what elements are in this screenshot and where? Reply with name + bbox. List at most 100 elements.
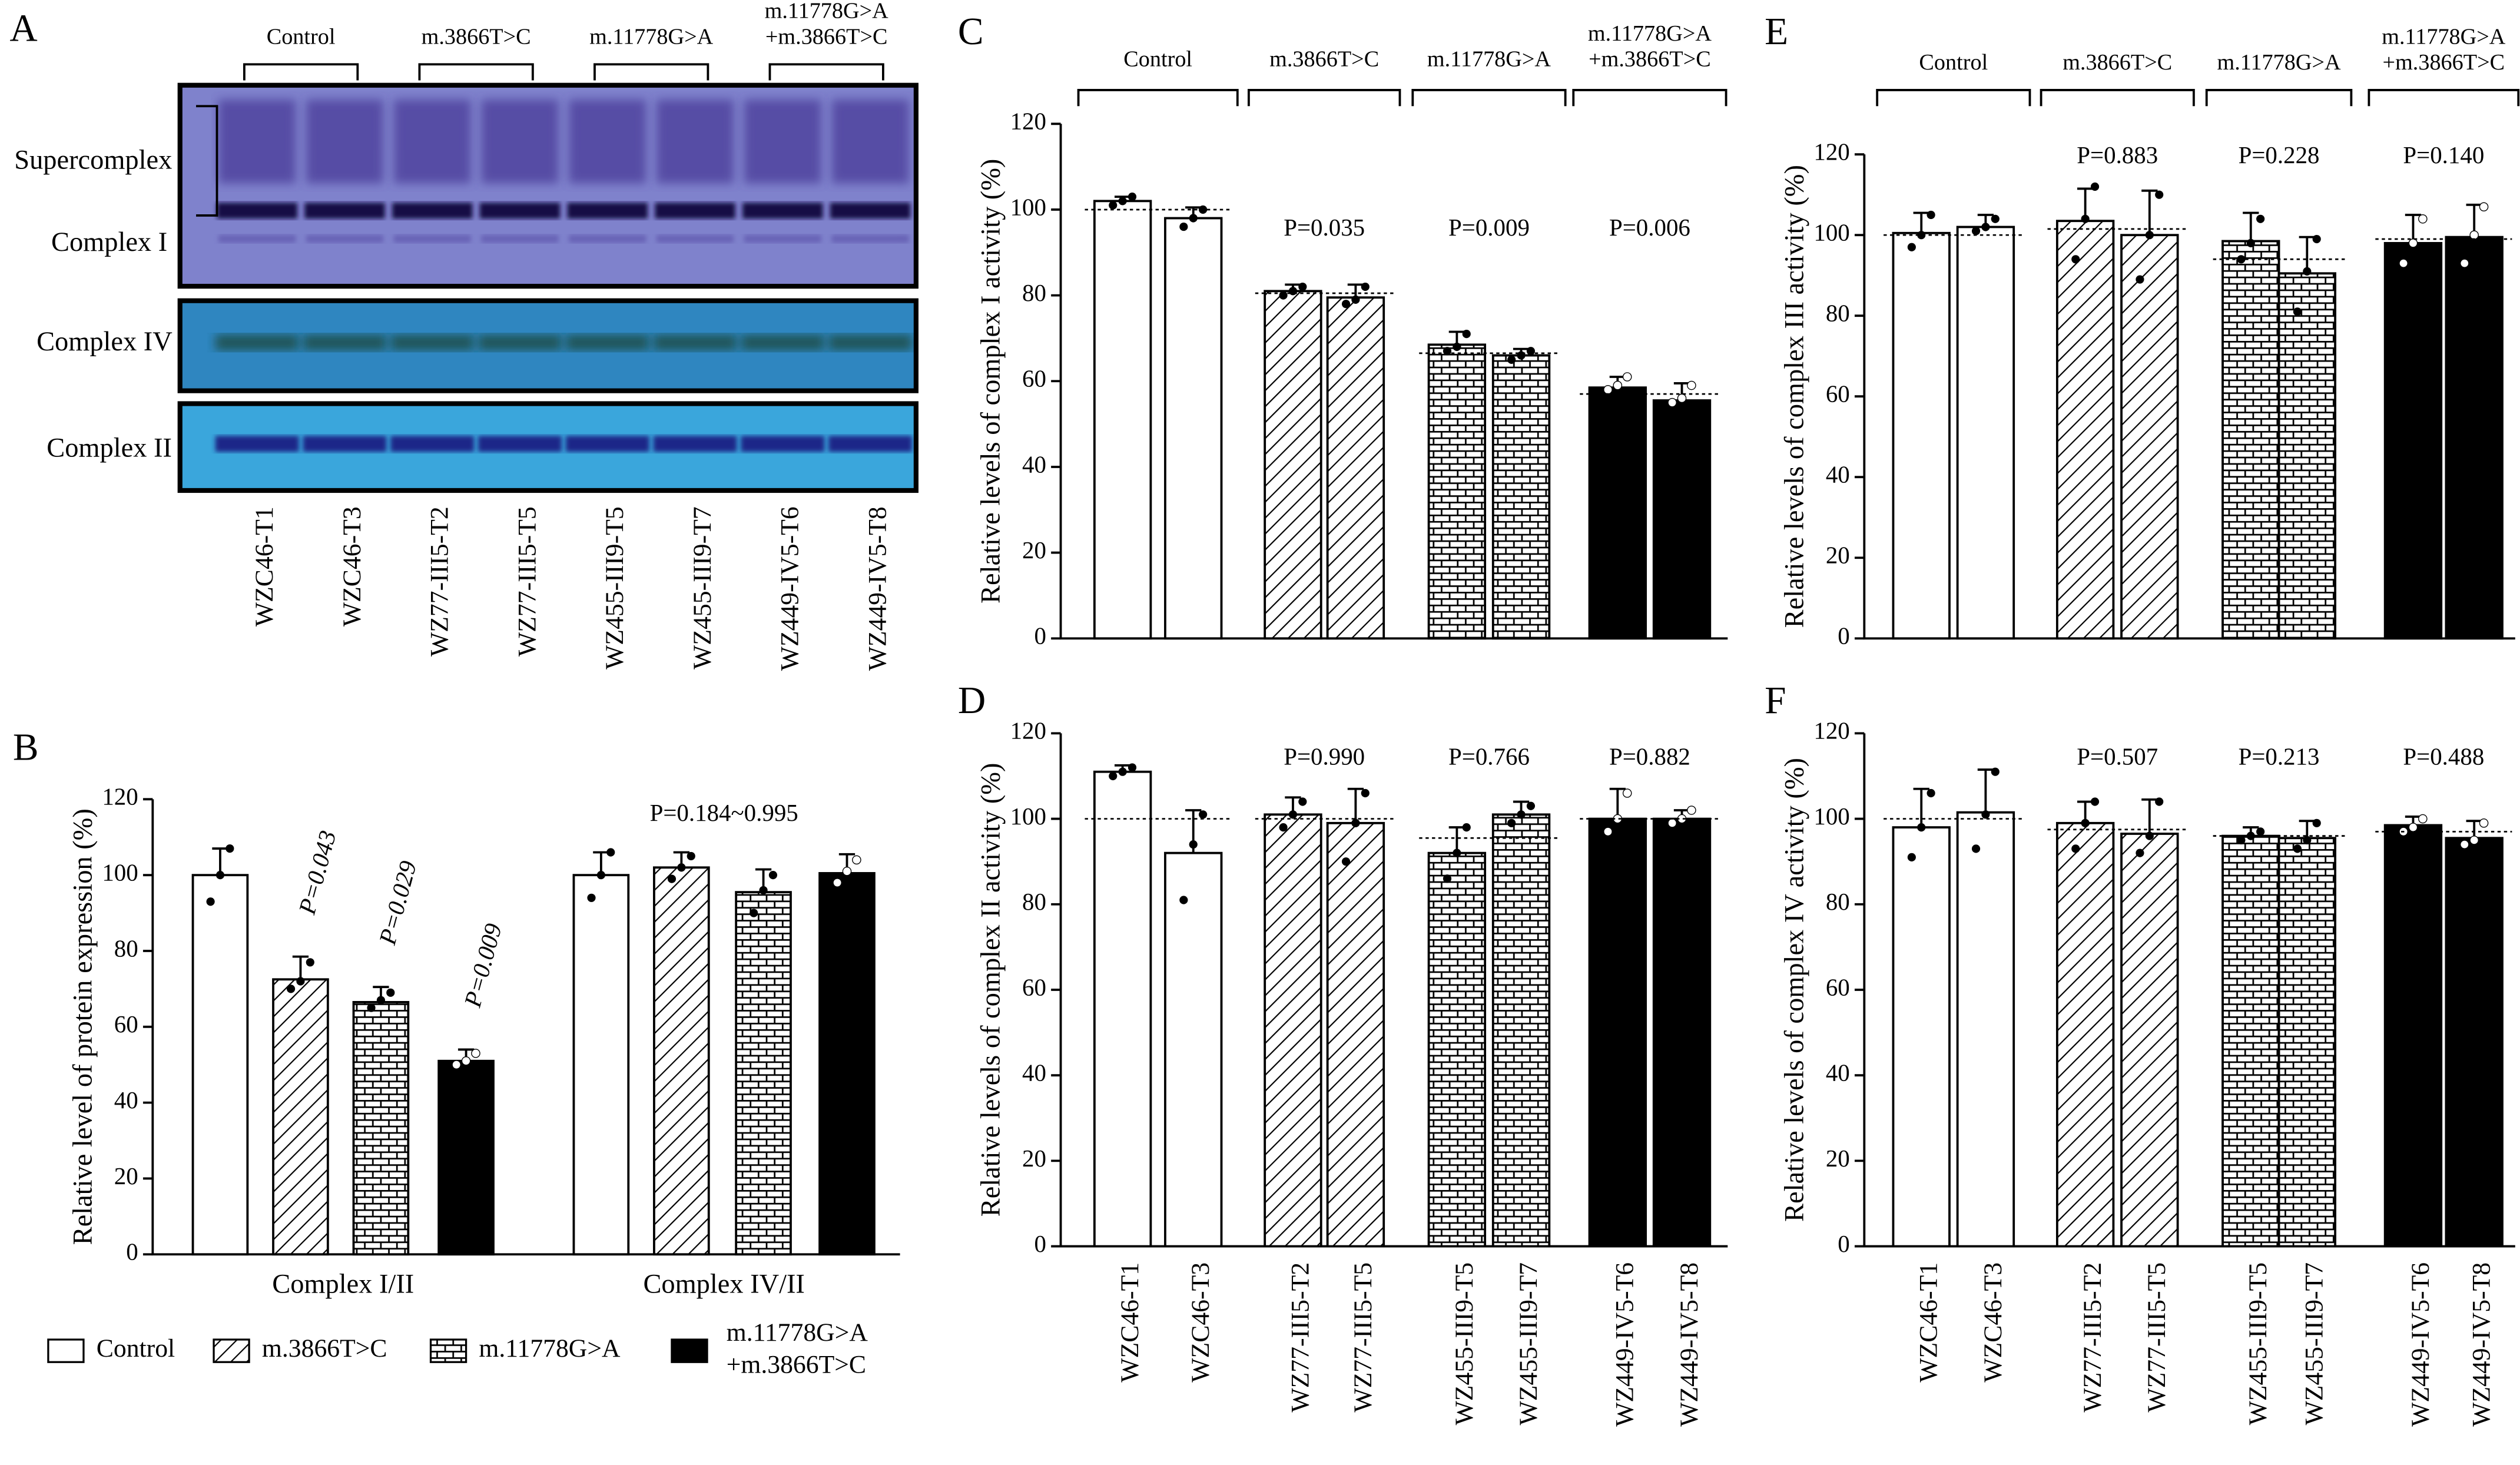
group-label: m.11778G>A bbox=[1588, 21, 1712, 46]
data-point bbox=[2303, 836, 2312, 844]
group-label: m.11778G>A bbox=[589, 24, 714, 49]
group-bracket bbox=[593, 63, 709, 81]
data-point bbox=[677, 863, 686, 872]
group-label: m.3866T>C bbox=[2063, 50, 2172, 75]
bar bbox=[653, 866, 710, 1256]
data-point bbox=[2090, 182, 2100, 191]
bar bbox=[2383, 241, 2443, 640]
y-tick-label: 60 bbox=[1022, 366, 1046, 392]
supercomplex-band bbox=[831, 100, 909, 184]
group-label: Control bbox=[1123, 47, 1192, 72]
p-value: P=0.184~0.995 bbox=[650, 800, 798, 826]
data-point bbox=[2145, 831, 2154, 840]
data-point bbox=[1971, 844, 1981, 853]
error-bar bbox=[2299, 820, 2315, 838]
error-bar bbox=[1448, 330, 1465, 345]
y-tick-label: 60 bbox=[114, 1011, 138, 1038]
y-tick-label: 20 bbox=[1826, 1145, 1850, 1172]
complex-i-band bbox=[567, 203, 648, 219]
complex-i-band bbox=[217, 203, 297, 219]
y-tick-label: 100 bbox=[1813, 220, 1849, 246]
data-point bbox=[1991, 214, 2000, 223]
bar bbox=[1093, 770, 1152, 1248]
bar bbox=[1164, 217, 1223, 640]
data-point bbox=[2469, 230, 2479, 240]
data-point bbox=[1351, 818, 1360, 827]
bar bbox=[272, 978, 329, 1256]
supercomplex-band bbox=[569, 100, 646, 184]
bar bbox=[437, 1059, 495, 1256]
x-tick-label: WZ449-IV5-T8 bbox=[2468, 1262, 2496, 1427]
lane-label: WZ455-III9-T5 bbox=[601, 506, 629, 669]
p-value: P=0.882 bbox=[1609, 743, 1690, 770]
group-label: Control bbox=[267, 24, 336, 49]
bar bbox=[1427, 343, 1487, 640]
error-bar bbox=[2141, 798, 2158, 834]
data-point bbox=[1603, 385, 1613, 395]
data-point bbox=[1526, 801, 1536, 810]
data-point bbox=[1351, 295, 1360, 304]
x-tick-label: WZ77-III5-T2 bbox=[1286, 1262, 1314, 1413]
y-tick-label: 40 bbox=[1826, 1060, 1850, 1086]
y-tick-label: 20 bbox=[114, 1163, 138, 1189]
data-point bbox=[461, 1056, 471, 1066]
x-tick-label: WZ77-III5-T5 bbox=[2143, 1262, 2171, 1413]
data-point bbox=[1981, 810, 1990, 819]
data-point bbox=[296, 977, 305, 986]
complex-ii-band bbox=[741, 436, 825, 452]
p-value: P=0.140 bbox=[2403, 142, 2484, 168]
data-point bbox=[768, 871, 778, 880]
bar bbox=[1652, 399, 1712, 640]
data-point bbox=[1199, 810, 1208, 819]
data-point bbox=[2071, 255, 2080, 264]
bar bbox=[2445, 837, 2504, 1248]
y-tick-label: 100 bbox=[1010, 194, 1046, 220]
bar bbox=[735, 891, 792, 1256]
data-point bbox=[2469, 836, 2479, 845]
complex-ii-band bbox=[478, 436, 562, 452]
y-tick-label: 100 bbox=[102, 860, 138, 886]
data-point bbox=[2081, 214, 2090, 223]
group-label: +m.3866T>C bbox=[1589, 47, 1711, 72]
x-tick-label: WZC46-T3 bbox=[1186, 1262, 1215, 1383]
error-bar bbox=[2141, 189, 2158, 236]
bar bbox=[2120, 234, 2179, 640]
bar bbox=[2277, 837, 2337, 1248]
panel-letter: E bbox=[1765, 11, 1788, 53]
legend-swatch bbox=[47, 1338, 85, 1363]
row-label: Supercomplex bbox=[14, 145, 172, 175]
x-tick-label: WZC46-T1 bbox=[1915, 1262, 1943, 1383]
complex-iv-band bbox=[215, 334, 299, 351]
data-point bbox=[1927, 788, 1935, 798]
supercomplex-band bbox=[306, 100, 384, 184]
p-value: P=0.488 bbox=[2403, 743, 2484, 770]
y-tick-label: 0 bbox=[126, 1239, 138, 1265]
x-tick-label: WZ449-IV5-T6 bbox=[1611, 1262, 1639, 1427]
y-axis-label: Relative levels of complex II activity (… bbox=[976, 763, 1006, 1217]
y-tick-label: 100 bbox=[1010, 803, 1046, 830]
data-point bbox=[2303, 267, 2312, 276]
data-point bbox=[2090, 797, 2100, 806]
bar bbox=[818, 872, 876, 1256]
legend-label: m.3866T>C bbox=[262, 1334, 387, 1363]
data-point bbox=[1128, 192, 1137, 201]
error-bar bbox=[1448, 826, 1465, 853]
bar bbox=[1652, 817, 1712, 1248]
legend-swatch bbox=[671, 1338, 708, 1363]
bar bbox=[1427, 851, 1487, 1248]
row-label: Complex IV bbox=[37, 327, 173, 357]
error-bar bbox=[2466, 820, 2482, 838]
faint-band bbox=[744, 234, 821, 243]
data-point bbox=[206, 897, 215, 906]
y-tick-label: 0 bbox=[1838, 1231, 1849, 1257]
data-point bbox=[1361, 282, 1370, 291]
complex-ii-band bbox=[390, 436, 475, 452]
supercomplex-brace bbox=[196, 105, 218, 217]
data-point bbox=[1667, 397, 1677, 407]
group-label: Control bbox=[1919, 50, 1988, 75]
data-point bbox=[2136, 848, 2144, 857]
complex-i-band bbox=[830, 203, 911, 219]
data-point bbox=[1109, 201, 1118, 210]
x-tick-label: Complex IV/II bbox=[643, 1270, 804, 1300]
group-label: +m.3866T>C bbox=[765, 24, 888, 49]
